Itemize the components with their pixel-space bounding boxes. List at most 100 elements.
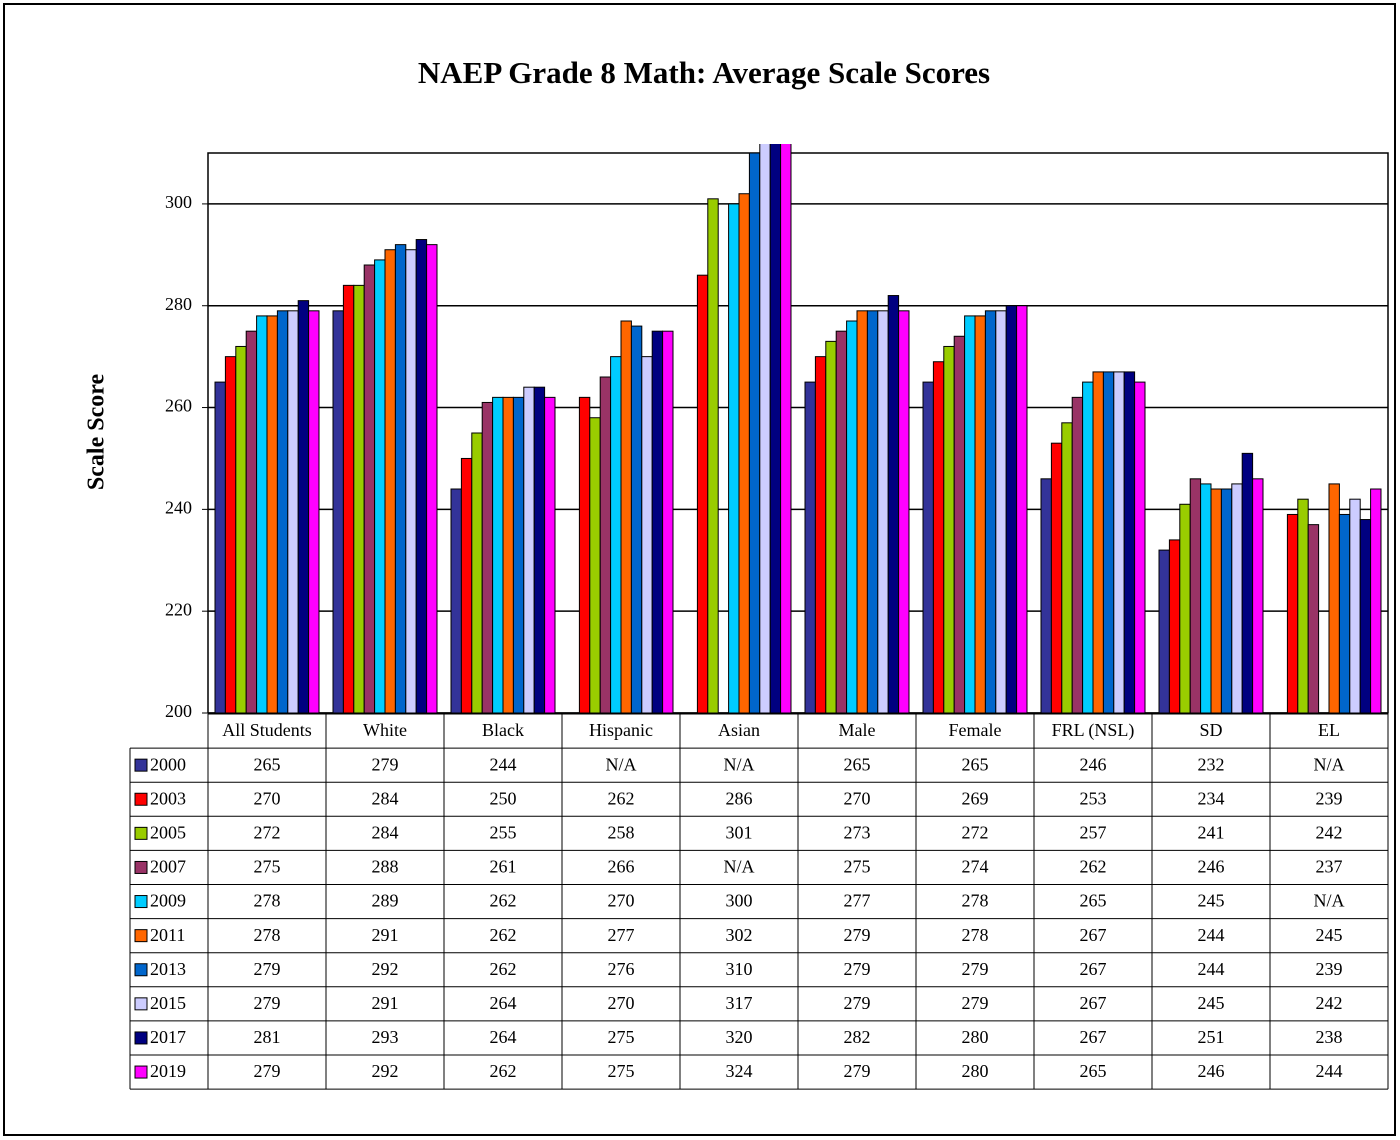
table-cell: 278 (254, 891, 281, 911)
y-tick-label: 200 (165, 701, 192, 721)
bar (953, 335, 966, 714)
bar (1082, 381, 1094, 714)
legend-label: 2000 (150, 754, 186, 774)
bar (1092, 371, 1104, 714)
bar (460, 457, 473, 714)
table-cell: 262 (490, 1061, 517, 1081)
bar (405, 249, 417, 714)
legend-label: 2011 (150, 925, 185, 945)
table-cell: 270 (608, 993, 635, 1013)
table-cell: 262 (608, 788, 635, 808)
y-tick-label: 220 (165, 599, 192, 619)
bar (804, 381, 816, 714)
table-cell: N/A (724, 754, 755, 774)
bar (224, 356, 237, 714)
table-cell: 279 (372, 754, 399, 774)
table-cell: 293 (372, 1027, 399, 1047)
legend-swatch (134, 963, 148, 977)
bar (1338, 513, 1351, 714)
legend-label: 2003 (150, 788, 186, 808)
legend-label: 2005 (150, 822, 186, 842)
legend-swatch (134, 929, 148, 943)
bar (1286, 513, 1299, 714)
plot-border (207, 152, 1389, 714)
legend-swatch (134, 1065, 148, 1079)
bar (415, 239, 428, 714)
table-cell: 244 (1198, 959, 1225, 979)
table-cell: 324 (726, 1061, 753, 1081)
bar (1349, 498, 1361, 714)
bar (1307, 524, 1320, 714)
bar (502, 396, 514, 714)
bar (512, 396, 525, 714)
bar (1168, 539, 1181, 714)
bar (707, 198, 719, 714)
table-cell: 288 (372, 857, 399, 877)
table-cell: 270 (254, 788, 281, 808)
table-cell: 246 (1080, 754, 1107, 774)
table-cell: N/A (1314, 891, 1345, 911)
table-cell: 278 (962, 891, 989, 911)
table-cell: 276 (608, 959, 635, 979)
bar (620, 320, 632, 714)
table-cell: 282 (844, 1027, 871, 1047)
table-cell: 275 (608, 1061, 635, 1081)
y-tick-label: 300 (165, 192, 192, 212)
bar (245, 330, 258, 714)
table-cell: 251 (1198, 1027, 1225, 1047)
table-header: All Students (222, 720, 312, 740)
table-cell: 284 (372, 822, 399, 842)
bar (943, 345, 955, 714)
bar (974, 315, 986, 714)
table-cell: 245 (1198, 891, 1225, 911)
bar (780, 144, 792, 714)
table-cell: 279 (962, 959, 989, 979)
bar (1113, 371, 1125, 714)
table-cell: 275 (844, 857, 871, 877)
table-cell: 291 (372, 993, 399, 1013)
table-cell: 272 (254, 822, 281, 842)
table-cell: 278 (254, 925, 281, 945)
table-cell: 253 (1080, 788, 1107, 808)
legend-swatch (134, 997, 148, 1011)
table-cell: 239 (1316, 959, 1343, 979)
table-cell: 262 (490, 959, 517, 979)
bar (1102, 371, 1115, 714)
table-cell: 270 (844, 788, 871, 808)
bar (1328, 483, 1340, 714)
table-cell: 277 (608, 925, 635, 945)
table-cell: 267 (1080, 1027, 1107, 1047)
table-cell: N/A (1314, 754, 1345, 774)
bar (932, 361, 945, 714)
table-cell: 273 (844, 822, 871, 842)
bars (214, 144, 1382, 714)
table-header: FRL (NSL) (1052, 720, 1135, 741)
bar (308, 310, 320, 714)
legend-swatch (134, 860, 148, 874)
table-cell: 267 (1080, 993, 1107, 1013)
table-cell: 286 (726, 788, 753, 808)
bar (214, 381, 226, 714)
table-cell: 310 (726, 959, 753, 979)
table-cell: 272 (962, 822, 989, 842)
table-header: EL (1318, 720, 1340, 740)
table-cell: 264 (490, 1027, 517, 1047)
table-header: Hispanic (589, 720, 653, 740)
table-header: Male (839, 720, 876, 740)
bar (1297, 498, 1309, 714)
table-cell: 242 (1316, 993, 1343, 1013)
table-cell: 234 (1198, 788, 1225, 808)
table-cell: 245 (1316, 925, 1343, 945)
bar (995, 310, 1007, 714)
table-cell: 274 (962, 857, 989, 877)
table-cell: 279 (254, 993, 281, 1013)
bar (748, 152, 761, 714)
table-cell: 279 (844, 959, 871, 979)
table-cell: 250 (490, 788, 517, 808)
table-cell: 292 (372, 959, 399, 979)
bar (481, 401, 494, 714)
table-cell: 261 (490, 857, 517, 877)
bar (1134, 381, 1146, 714)
bar (1189, 478, 1202, 714)
legend-swatch (134, 895, 148, 909)
